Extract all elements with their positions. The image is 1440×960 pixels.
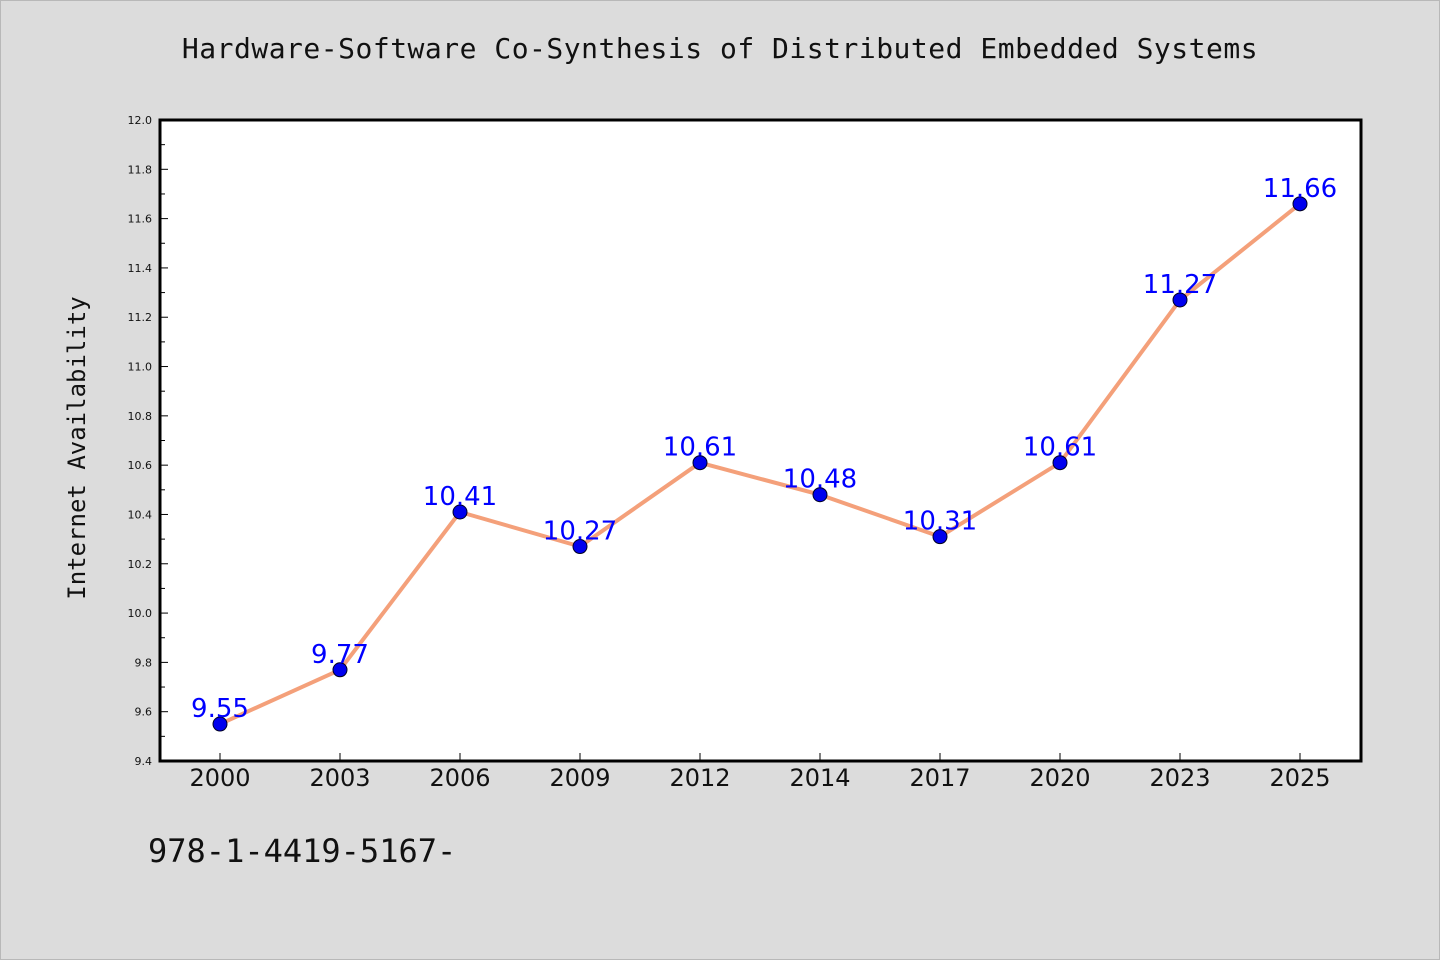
- data-label: 10.48: [783, 465, 857, 495]
- x-tick-label: 2017: [909, 764, 970, 792]
- y-tick-label: 11.4: [128, 262, 153, 275]
- y-tick-label: 9.6: [135, 706, 153, 719]
- data-label: 10.61: [1023, 433, 1097, 463]
- y-tick-label: 9.8: [135, 656, 153, 669]
- y-tick-label: 11.8: [128, 163, 153, 176]
- chart-title: Hardware-Software Co-Synthesis of Distri…: [181, 32, 1259, 65]
- data-label: 9.55: [191, 694, 249, 724]
- y-tick-label: 12.0: [128, 114, 153, 127]
- x-tick-label: 2012: [669, 764, 730, 792]
- y-tick-label: 10.8: [128, 410, 153, 423]
- x-tick-label: 2023: [1149, 764, 1210, 792]
- data-point: [812, 487, 828, 503]
- y-tick-label: 10.6: [128, 459, 153, 472]
- x-tick-label: 2000: [189, 764, 250, 792]
- footer-code: 978-1-4419-5167-: [148, 832, 457, 870]
- y-tick-label: 11.2: [128, 311, 153, 324]
- data-label: 9.77: [311, 640, 369, 670]
- series-line: [218, 201, 1302, 727]
- x-tick-label: 2003: [309, 764, 370, 792]
- y-tick-label: 11.6: [128, 213, 153, 226]
- data-markers: [212, 196, 1308, 732]
- data-point: [1292, 196, 1308, 212]
- data-point: [1052, 455, 1068, 471]
- data-point: [572, 539, 588, 555]
- x-tick-label: 2009: [549, 764, 610, 792]
- x-tick-label: 2006: [429, 764, 490, 792]
- data-point: [332, 662, 348, 678]
- x-tick-label: 2020: [1029, 764, 1090, 792]
- y-tick-label: 10.0: [128, 607, 153, 620]
- data-point: [212, 716, 228, 732]
- data-label: 10.31: [903, 507, 977, 537]
- data-point: [1172, 292, 1188, 308]
- data-point: [932, 529, 948, 545]
- data-point: [692, 455, 708, 471]
- data-label: 11.66: [1263, 174, 1337, 204]
- y-tick-label: 11.0: [128, 361, 153, 374]
- x-axis: 2000 2003 2006 2009 2012 2014 2017 2020 2023 2025: [189, 753, 1331, 792]
- y-axis-label: Internet Availability: [63, 296, 91, 599]
- y-axis: 9.4 9.6 9.8 10.0 10.2 10.4 10.6 10.8 11.0 11.2 11.…: [128, 114, 168, 768]
- data-labels: 9.55 9.77 10.41 10.27 10.61 10.48 10.31 10.61 11…: [191, 174, 1337, 724]
- data-label: 10.41: [423, 482, 497, 512]
- x-tick-label: 2025: [1269, 764, 1330, 792]
- data-label: 10.61: [663, 433, 737, 463]
- plot-area: [158, 118, 1363, 763]
- y-tick-label: 9.4: [135, 755, 153, 768]
- data-label: 10.27: [543, 517, 617, 547]
- data-label: 11.27: [1143, 270, 1217, 300]
- y-tick-label: 10.2: [128, 558, 153, 571]
- data-point: [452, 504, 468, 520]
- x-tick-label: 2014: [789, 764, 850, 792]
- y-tick-label: 10.4: [128, 508, 153, 521]
